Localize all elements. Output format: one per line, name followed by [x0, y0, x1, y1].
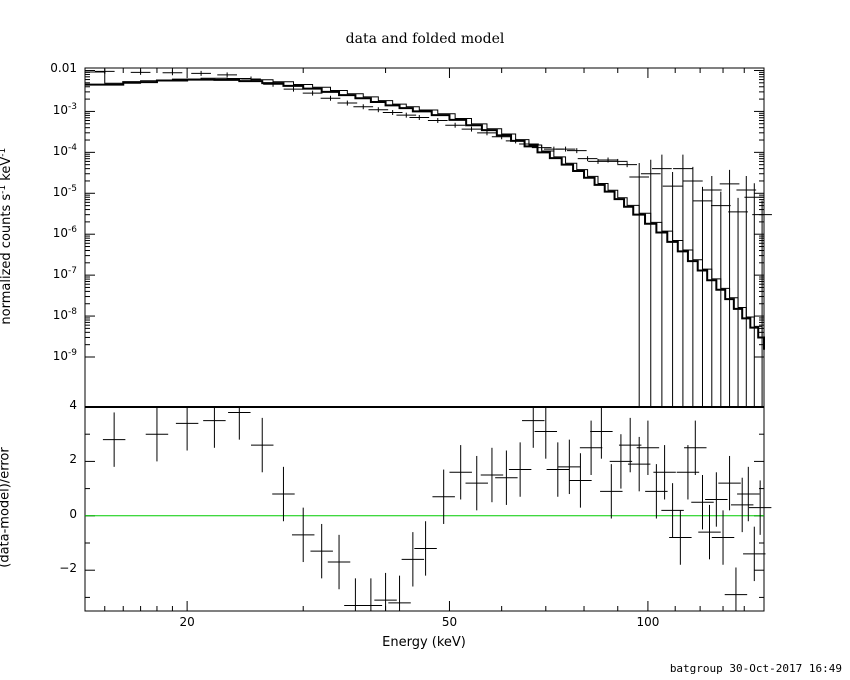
y-tick-label: 10-4	[52, 143, 77, 159]
x-tick-label: 100	[636, 615, 660, 629]
top-y-axis-label: normalized counts s-1 keV-1	[0, 147, 15, 325]
x-axis-label: Energy (keV)	[382, 635, 466, 650]
model-step-line	[85, 78, 765, 350]
x-tick-label: 50	[441, 615, 458, 629]
bottom-y-axis-label: (data-model)/error	[0, 447, 13, 568]
y-tick-label: −2	[59, 561, 77, 576]
x-tick-label: 20	[179, 615, 195, 629]
y-tick-label: 2	[69, 452, 77, 467]
y-tick-label: 10-7	[52, 266, 77, 282]
y-tick-label: 0	[69, 506, 77, 521]
y-tick-label: 10-8	[52, 307, 77, 323]
chart-title: data and folded model	[345, 31, 505, 47]
footer-stamp: batgroup 30-Oct-2017 16:49	[669, 662, 842, 675]
y-tick-label: 4	[69, 398, 77, 412]
y-tick-label: 10-3	[52, 102, 77, 118]
model-step-line-thin	[85, 71, 763, 337]
y-tick-label: 10-5	[52, 184, 77, 200]
y-tick-label: 10-6	[52, 225, 77, 241]
y-tick-label: 0.01	[50, 61, 77, 76]
y-tick-label: 10-9	[52, 347, 77, 363]
